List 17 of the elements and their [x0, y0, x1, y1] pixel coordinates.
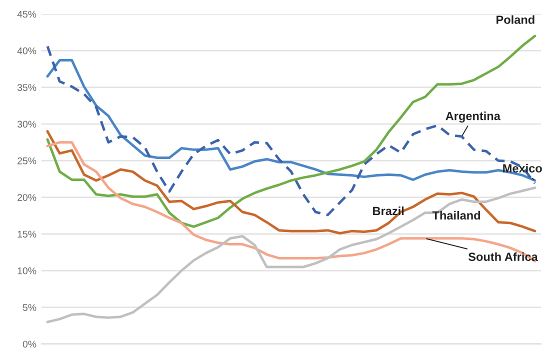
y-tick-label: 35%	[17, 84, 36, 91]
y-tick-label: 15%	[18, 230, 36, 238]
series-label: Poland	[496, 15, 534, 24]
line-series	[46, 186, 536, 324]
y-tick-label: 5%	[22, 304, 36, 311]
series-label: South Africa	[468, 252, 538, 262]
series-label: Thailand	[432, 210, 480, 220]
y-tick-label: 25%	[18, 157, 36, 164]
y-tick-label: 30%	[17, 120, 36, 128]
y-tick-label: 10%	[18, 267, 36, 274]
series-label: Brazil	[373, 206, 404, 216]
y-tick-label: 40%	[17, 47, 36, 54]
series-label: Mexico	[503, 164, 542, 173]
y-tick-label: 45%	[17, 10, 36, 18]
series-label: Argentina	[446, 112, 500, 123]
y-tick-label: 20%	[18, 194, 36, 201]
y-tick-label: 0%	[22, 340, 36, 348]
